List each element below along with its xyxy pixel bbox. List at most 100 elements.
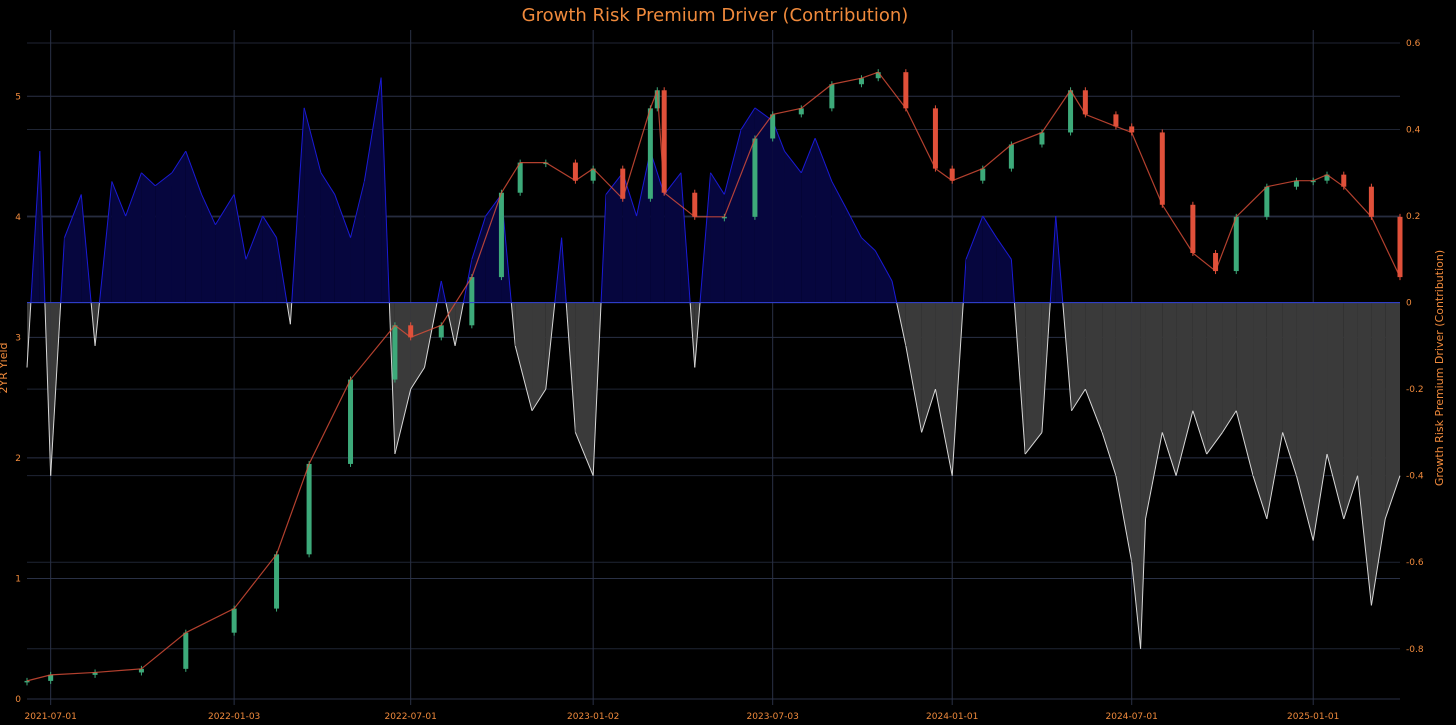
positive-area-segment (622, 172, 637, 303)
candle-up (392, 325, 398, 380)
negative-area-segment (1266, 302, 1283, 519)
negative-area-segment (410, 302, 425, 390)
yield-trace (26, 71, 1401, 682)
candle-up (306, 463, 312, 555)
candle-up (770, 114, 776, 139)
contribution-line-segment (934, 389, 953, 476)
contribution-line-segment (471, 215, 487, 260)
contribution-line-segment (111, 181, 127, 217)
positive-area-segment (996, 237, 1012, 303)
y-right-tick-label: -0.4 (1406, 472, 1424, 482)
contribution-line-segment (1384, 475, 1401, 520)
contribution-line-segment (1140, 518, 1147, 649)
contribution-line-segment (1175, 410, 1194, 476)
contribution-line-segment (1013, 302, 1026, 455)
contribution-line-segment (440, 280, 447, 303)
contribution-line-segment (388, 302, 396, 455)
chart-title: Growth Risk Premium Driver (Contribution… (522, 5, 909, 26)
contribution-line-segment (436, 280, 442, 303)
negative-area-segment (905, 302, 922, 433)
contribution-line-segment (663, 172, 682, 195)
contribution-line-segment (1252, 475, 1268, 520)
positive-area-segment (171, 151, 186, 303)
candle-up (24, 680, 30, 683)
candle-up (138, 668, 144, 673)
candle-up (1310, 180, 1316, 183)
contribution-line-segment (1312, 453, 1328, 541)
contribution-line-segment (454, 302, 464, 346)
contribution-line-segment (905, 345, 923, 433)
axis-ticks: 2021-07-01 2022-01-03 2022-07-01 2023-01-02… (15, 39, 1424, 722)
contribution-line-segment (171, 150, 187, 174)
candle-up (469, 277, 475, 326)
positive-area-segment (772, 120, 785, 303)
contribution-line-segment (1235, 410, 1254, 476)
contribution-line-segment (1055, 216, 1064, 303)
negative-area-segment (1357, 302, 1372, 606)
contribution-line-segment (201, 194, 216, 225)
contribution-line-segment (1206, 432, 1223, 455)
contribution-line-segment (1101, 432, 1117, 476)
contribution-line-segment (141, 172, 156, 187)
contribution-line-segment (565, 302, 576, 433)
negative-area-segment (1282, 302, 1297, 476)
contribution-line-segment (214, 194, 235, 225)
y-left-tick-label: 4 (15, 213, 21, 223)
negative-area-segment (1327, 302, 1344, 519)
contribution-line-segment (600, 194, 607, 303)
candle-up (798, 108, 804, 115)
candle-up (438, 325, 444, 338)
contribution-line-segment (1192, 410, 1208, 455)
y-right-tick-label: 0.2 (1406, 212, 1420, 222)
contribution-line-segment (574, 432, 594, 476)
contribution-line-segment (50, 302, 62, 476)
negative-area-segment (935, 302, 953, 476)
contribution-line-segment (185, 150, 203, 195)
candle-up (517, 162, 523, 193)
positive-area-segment (485, 194, 502, 303)
contribution-line-segment (1161, 432, 1177, 476)
contribution-line-segment (1084, 388, 1103, 433)
positive-area-segment (350, 181, 365, 303)
candle-up (1039, 132, 1045, 145)
positive-area-segment (724, 129, 742, 303)
y-right-tick-label: 0 (1406, 299, 1412, 309)
positive-area-segment (155, 172, 172, 303)
negative-area-segment (1296, 302, 1314, 541)
contribution-line-segment (380, 77, 390, 303)
contribution-line-segment (982, 215, 998, 238)
contribution-line-segment (80, 194, 92, 303)
candle-down (1113, 114, 1119, 127)
contribution-line-segment (286, 302, 291, 325)
candle-up (1068, 90, 1074, 133)
candle-up (647, 108, 653, 199)
contribution-line-segment (723, 129, 742, 195)
positive-area-segment (784, 151, 802, 303)
contribution-line-segment (424, 302, 438, 368)
contribution-line-segment (545, 302, 556, 390)
positive-area-segment (471, 216, 486, 303)
candle-up (875, 72, 881, 79)
contribution-line-segment (699, 172, 712, 303)
x-tick-label: 2023-07-03 (747, 712, 799, 722)
candle-down (1397, 216, 1403, 278)
candle-up (980, 168, 986, 181)
contribution-line-segment (1115, 475, 1133, 563)
contribution-line-segment (962, 259, 967, 303)
positive-area-segment (861, 237, 876, 303)
candle-up (1293, 180, 1299, 187)
positive-area-segment (215, 194, 235, 303)
candle-up (231, 608, 237, 633)
candle-up (498, 192, 504, 278)
x-tick-label: 2023-01-02 (567, 712, 619, 722)
contribution-area (26, 77, 1401, 649)
candle-down (903, 72, 909, 109)
contribution-line-segment (485, 194, 502, 217)
candle-up (183, 632, 189, 669)
negative-area-segment (1025, 302, 1042, 455)
negative-area-segment (575, 302, 594, 476)
contribution-line-segment (394, 389, 412, 455)
contribution-line-segment (605, 172, 624, 195)
contribution-line-segment (1266, 432, 1284, 520)
candle-up (274, 554, 280, 609)
